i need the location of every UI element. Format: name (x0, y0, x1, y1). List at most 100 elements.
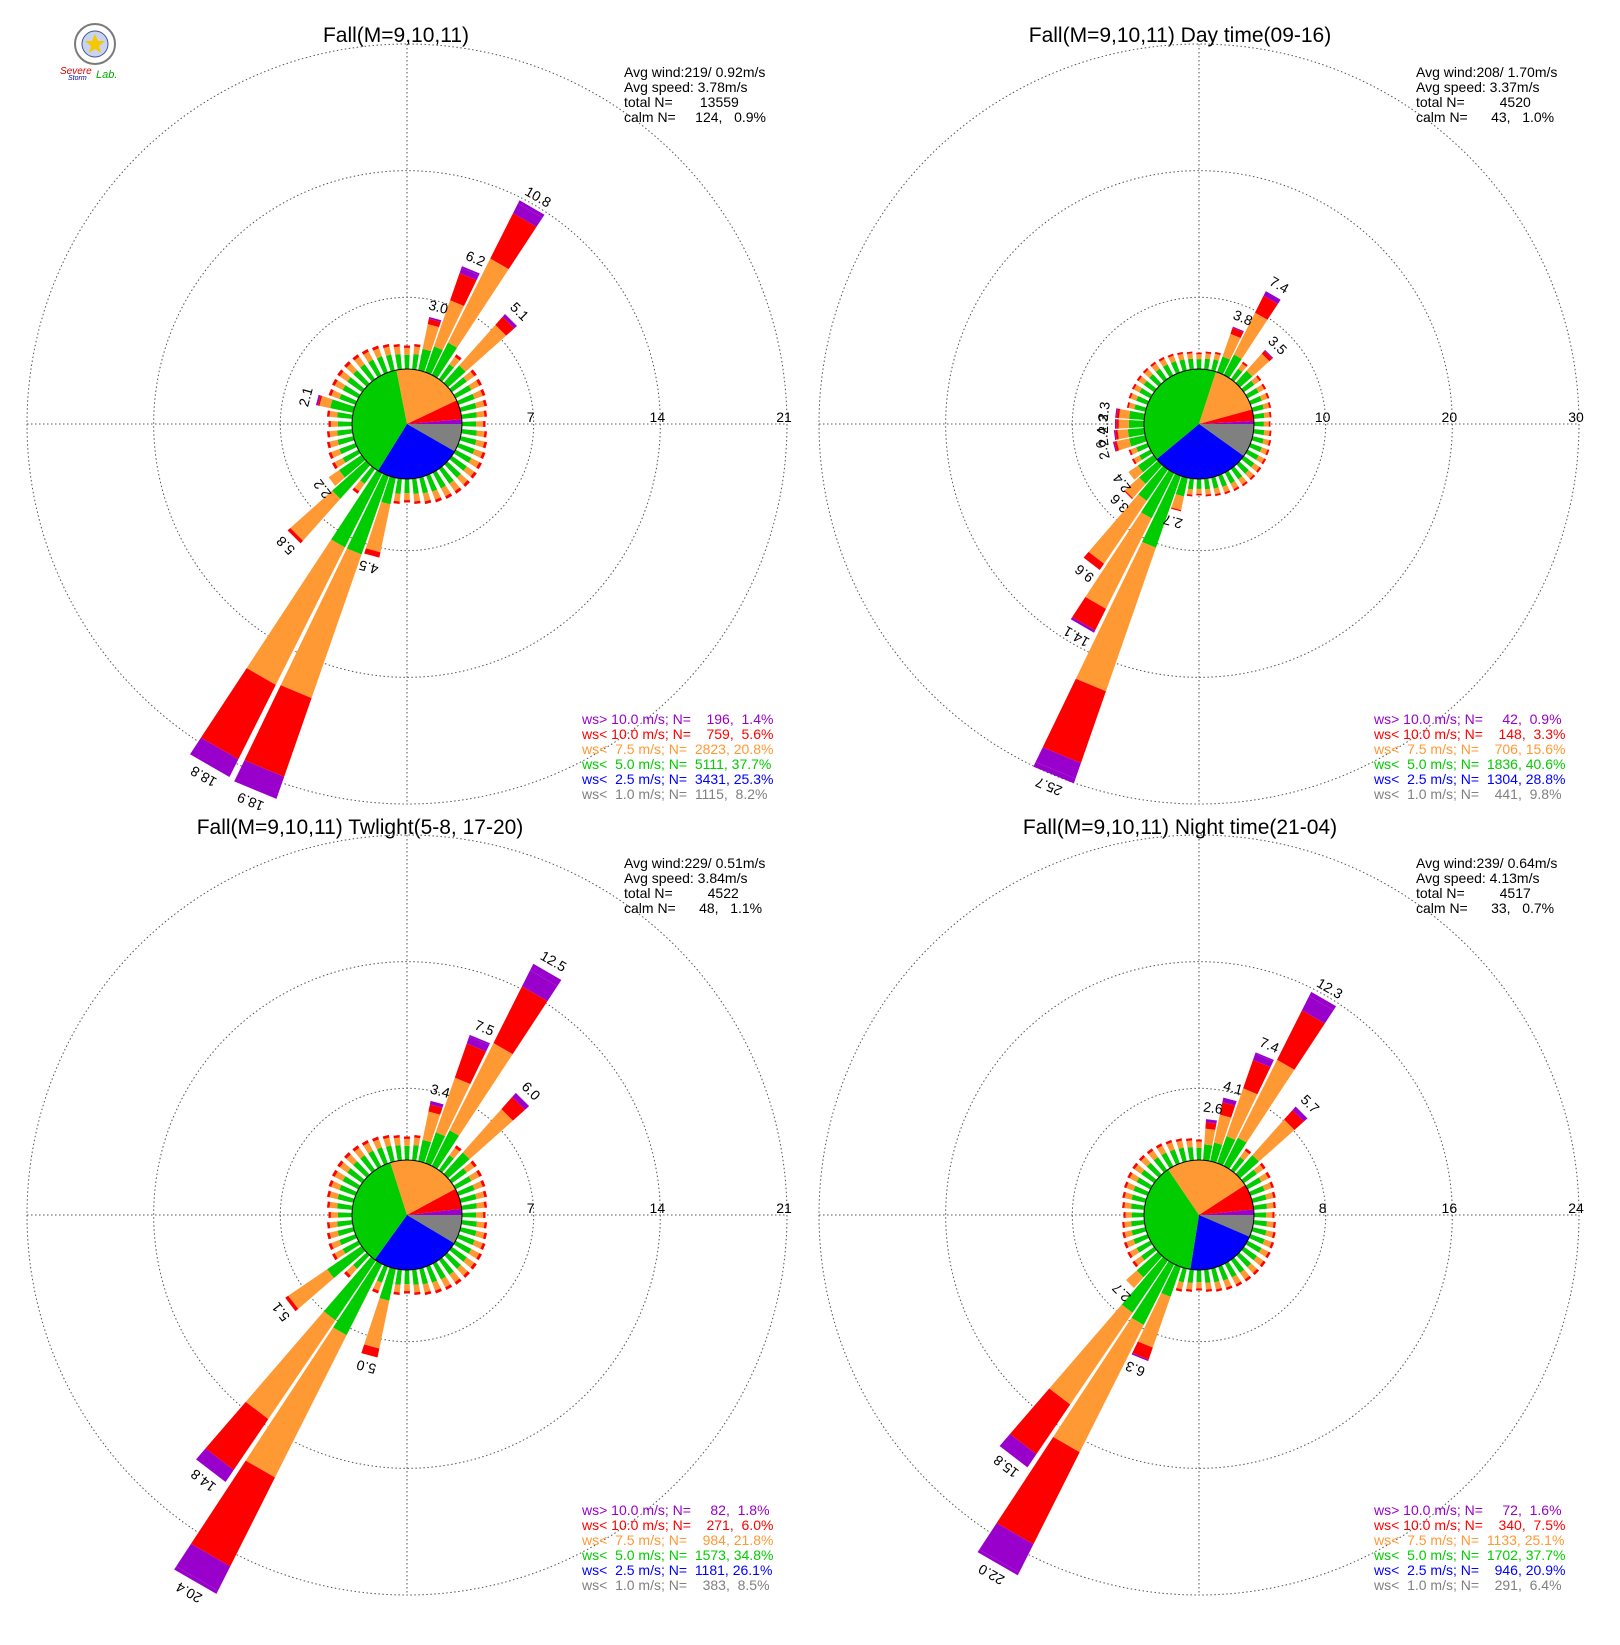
minor-petal-seg (337, 1220, 353, 1227)
petal-segment (1083, 551, 1105, 571)
minor-petal-seg (1175, 1287, 1183, 1292)
minor-petal-seg (1185, 1138, 1193, 1142)
minor-petal-seg (1130, 447, 1139, 455)
pie-slice-lt5 (352, 370, 407, 471)
minor-petal-seg (376, 1147, 388, 1166)
petal-label: 6.2 (464, 247, 488, 269)
minor-petal-seg (1179, 359, 1187, 372)
pie-outline (351, 1159, 463, 1271)
petal-segment (1075, 541, 1156, 692)
minor-petal-seg (383, 1137, 392, 1147)
minor-petal-seg (1253, 1220, 1268, 1227)
minor-petal-seg (1236, 1252, 1252, 1268)
minor-petal-seg (1262, 1239, 1272, 1248)
minor-petal-seg (453, 1176, 472, 1190)
minor-petal-seg (1176, 1140, 1184, 1149)
minor-petal-seg (352, 487, 360, 494)
minor-petal-seg (1187, 358, 1194, 370)
panel-title: Fall(M=9,10,11) Night time(21-04) (1023, 816, 1337, 839)
minor-petal-seg (1236, 461, 1249, 474)
petal-segment (502, 314, 517, 329)
minor-petal-seg (328, 1243, 334, 1250)
minor-petal-seg (1204, 358, 1211, 370)
lab-logo: Severe Storm Lab. (60, 23, 117, 82)
minor-petal-seg (438, 1257, 454, 1275)
minor-petal-seg (412, 1145, 419, 1161)
petal-segment (1085, 512, 1152, 609)
petal-segment (1263, 291, 1281, 304)
petal-segment (196, 1448, 234, 1482)
petal-segment (521, 970, 558, 1002)
minor-petal-seg (346, 1154, 358, 1166)
minor-petal-seg (404, 1145, 410, 1161)
petal-segment (422, 324, 440, 352)
minor-petal-seg (472, 390, 483, 399)
minor-petal-seg (1134, 404, 1147, 412)
minor-petal-seg (1259, 447, 1268, 455)
minor-petal-seg (329, 410, 338, 418)
minor-petal-seg (1129, 1173, 1140, 1183)
minor-petal-seg (328, 1211, 331, 1219)
minor-petal-seg (1267, 439, 1272, 446)
minor-petal-seg (1138, 1154, 1146, 1162)
minor-petal-seg (1155, 1143, 1163, 1149)
minor-petal-seg (1241, 481, 1248, 487)
minor-petal-seg (344, 361, 351, 368)
logo-text-severe: Severe (60, 66, 92, 77)
minor-petal-seg (1244, 1148, 1252, 1155)
minor-petal-seg (476, 378, 483, 386)
minor-petal-seg (483, 1201, 488, 1208)
minor-petal-seg (331, 1240, 342, 1249)
minor-petal-seg (337, 412, 353, 419)
minor-petal-seg (1186, 351, 1193, 355)
minor-petal-seg (449, 1147, 460, 1159)
stats-line: Avg wind:208/ 1.70m/s (1416, 64, 1557, 80)
minor-petal-seg (470, 1262, 477, 1270)
petal-segment (530, 963, 562, 987)
minor-petal-seg (1230, 368, 1243, 382)
minor-petal-seg (480, 452, 486, 459)
minor-petal-seg (461, 412, 477, 419)
minor-petal-seg (334, 1248, 346, 1259)
minor-petal-seg (1205, 353, 1211, 360)
ring-label: 20 (1442, 409, 1458, 425)
minor-petal-seg (412, 354, 419, 370)
petal-segment (365, 501, 391, 553)
minor-petal-seg (337, 429, 353, 436)
minor-petal-seg (395, 354, 402, 370)
pie-slice-gt10 (1199, 420, 1254, 424)
minor-petal-seg (403, 345, 411, 348)
stats-line: total N= 4522 (624, 885, 739, 901)
minor-petal-seg (331, 462, 338, 470)
minor-petal-seg (1272, 1201, 1276, 1209)
petal-segment (1175, 476, 1188, 497)
petal-segment (381, 476, 396, 505)
minor-petal-seg (1230, 1157, 1245, 1173)
minor-petal-seg (334, 1171, 346, 1182)
petal-segment (425, 1132, 446, 1166)
legend-entry-lt5: ws< 5.0 m/s; N= 5111, 37.7% (581, 756, 771, 772)
wind-rose-panel-1: Fall(M=9,10,11) 7 14 21 Avg wind:219/ 0.92m/… (26, 24, 792, 814)
petal-segment (1128, 419, 1145, 429)
minor-petal-seg (393, 1291, 400, 1296)
minor-petal-seg (1168, 355, 1176, 364)
minor-petal-seg (470, 1160, 477, 1168)
minor-petal-seg (454, 354, 462, 361)
minor-petal-seg (383, 346, 392, 356)
petal-segment (427, 318, 441, 328)
minor-petal-seg (342, 1176, 361, 1190)
minor-petal-seg (461, 429, 477, 436)
minor-petal-seg (326, 441, 332, 449)
minor-petal-seg (1151, 363, 1160, 372)
pie-slice-gt10 (1199, 1209, 1254, 1215)
petal-segment (1233, 312, 1268, 359)
minor-petal-seg (470, 471, 477, 479)
stats-line: Avg speed: 4.13m/s (1416, 870, 1539, 886)
minor-petal-seg (445, 1284, 453, 1291)
minor-petal-seg (438, 364, 454, 382)
minor-petal-seg (1196, 354, 1202, 360)
minor-petal-seg (414, 343, 421, 348)
minor-petal-seg (1196, 359, 1202, 370)
minor-petal-seg (1233, 486, 1240, 492)
minor-petal-seg (331, 390, 342, 399)
